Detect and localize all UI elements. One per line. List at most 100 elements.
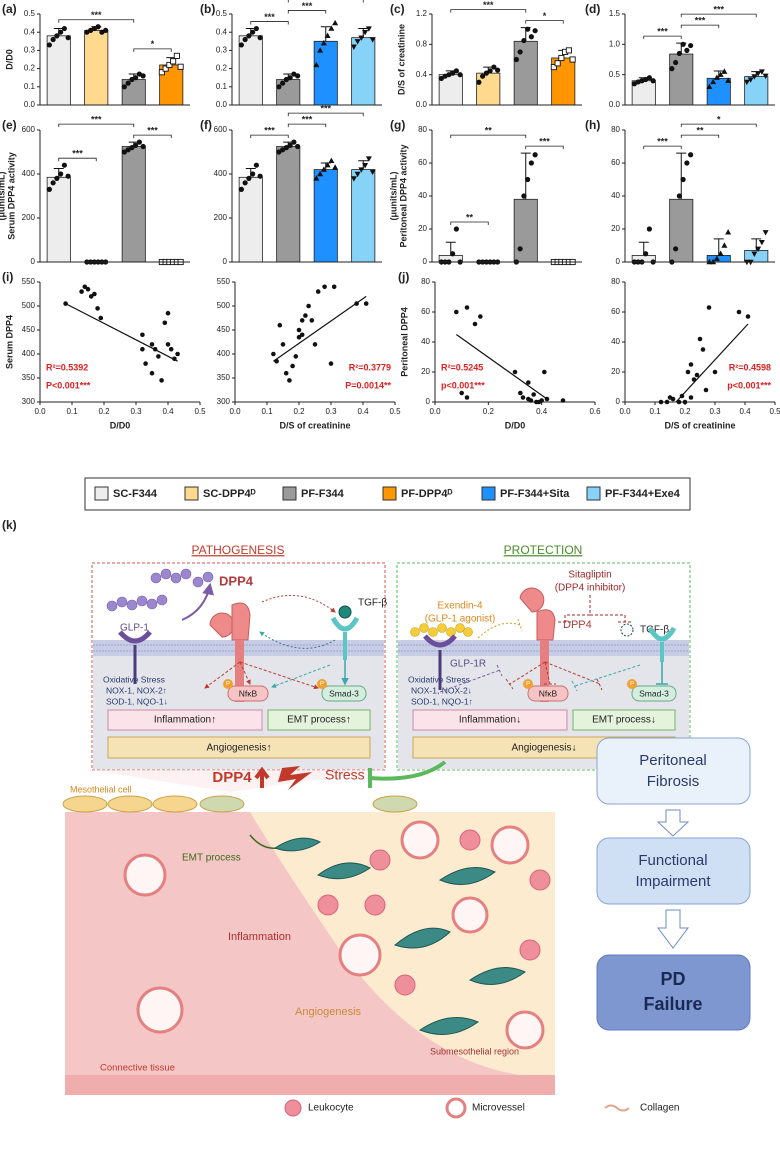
data-point [517, 246, 523, 252]
data-point [317, 170, 324, 177]
y-tick-label: 0.5 [609, 70, 621, 79]
data-point [58, 171, 64, 177]
y-tick-label: 0.0 [609, 100, 621, 109]
section-title: PATHOGENESIS [192, 543, 285, 557]
legend-label: SC-F344 [113, 488, 158, 500]
data-point [328, 361, 334, 366]
label: Angiogenesis [295, 1006, 362, 1018]
y-tick-label: 80 [421, 277, 430, 286]
data-point [315, 289, 321, 294]
significance-bracket [525, 20, 564, 24]
data-point [250, 171, 256, 177]
y-tick-label: 0.2 [216, 64, 228, 73]
bar [476, 72, 501, 106]
panel-label: (g) [390, 118, 405, 132]
data-point [295, 73, 301, 79]
annotation: p<0.001*** [441, 380, 485, 390]
data-point [136, 139, 142, 145]
data-point [306, 303, 311, 309]
significance-bracket [643, 35, 682, 40]
data-point [246, 33, 252, 39]
data-point [61, 162, 67, 168]
x-tick-label: 0.6 [589, 407, 601, 416]
data-point [713, 255, 720, 261]
data-point [542, 369, 547, 375]
x-axis-label: D/D0 [110, 420, 131, 430]
bar [513, 198, 538, 263]
data-point [331, 284, 337, 290]
panel-label: (h) [585, 118, 600, 132]
legend-swatch [481, 486, 496, 501]
data-point [673, 246, 679, 252]
bar [313, 40, 338, 106]
y-tick-label: 20 [611, 224, 620, 233]
bar [313, 169, 338, 263]
label: Oxidative Stress [103, 674, 165, 684]
label: Smad-3 [329, 688, 359, 698]
x-tick-label: 0.0 [619, 407, 631, 416]
data-point [646, 75, 652, 81]
x-tick-label: 0.5 [194, 407, 206, 416]
label: DPP4 [219, 573, 254, 588]
data-point [129, 145, 135, 151]
y-tick-label: 0.0 [216, 100, 228, 109]
smad-pill [631, 685, 677, 702]
fit-line [675, 323, 749, 403]
significance-bracket [250, 21, 289, 25]
y-tick-label: 0 [616, 257, 621, 266]
data-point [528, 34, 534, 40]
y-tick-label: 60 [611, 158, 620, 167]
y-tick-label: 350 [217, 373, 231, 382]
outcome-box [572, 709, 676, 731]
significance-label: *** [72, 149, 83, 159]
label: (DPP4 inhibitor) [555, 583, 626, 594]
exendin-molecules [410, 623, 473, 637]
chart: (c)0.00.40.81.2D/S of creatinine**** [390, 0, 582, 109]
data-point [478, 314, 483, 319]
legend-label: PF-F344+Exe4 [605, 488, 681, 500]
flow-box [596, 954, 751, 1031]
data-point [328, 25, 335, 31]
y-tick-label: 0.4 [24, 27, 36, 36]
data-point [320, 39, 327, 46]
significance-bracket [287, 112, 364, 117]
y-tick-label: 80 [611, 277, 620, 286]
data-point [140, 346, 145, 352]
interaction [259, 631, 336, 649]
data-point [79, 289, 84, 294]
x-tick-label: 0.2 [293, 407, 305, 416]
data-point [46, 186, 52, 192]
label: DPP4 [212, 769, 252, 786]
y-tick-label: 0.2 [24, 64, 36, 73]
key-label: Microvessel [472, 1103, 525, 1114]
data-point [365, 156, 372, 162]
y-tick-label: 550 [217, 277, 231, 286]
data-point [50, 180, 56, 186]
error-bar [320, 26, 331, 42]
inhibition [369, 760, 447, 781]
panel-label: (b) [200, 2, 215, 16]
y-tick-label: 0.5 [216, 9, 228, 18]
glp1-molecules [106, 568, 214, 612]
data-point [459, 390, 464, 396]
label: NfκB [539, 688, 558, 698]
data-point [92, 291, 97, 297]
phospho [223, 679, 233, 689]
data-point [712, 369, 718, 375]
bar [351, 37, 376, 106]
data-point [257, 35, 263, 41]
y-tick-label: 40 [611, 337, 620, 346]
significance-label: *** [302, 1, 313, 11]
mesothelial-layer [62, 795, 418, 813]
x-tick-label: 0.0 [34, 407, 46, 416]
legend-swatch [586, 486, 601, 501]
data-point [480, 73, 486, 79]
x-tick-label: 0.5 [769, 407, 780, 416]
key-icon [445, 1097, 467, 1119]
data-point [725, 229, 732, 235]
data-point [650, 78, 656, 84]
data-point [82, 284, 88, 290]
significance-label: *** [695, 15, 706, 25]
label: DPP4 [563, 619, 592, 631]
data-point [170, 58, 177, 65]
